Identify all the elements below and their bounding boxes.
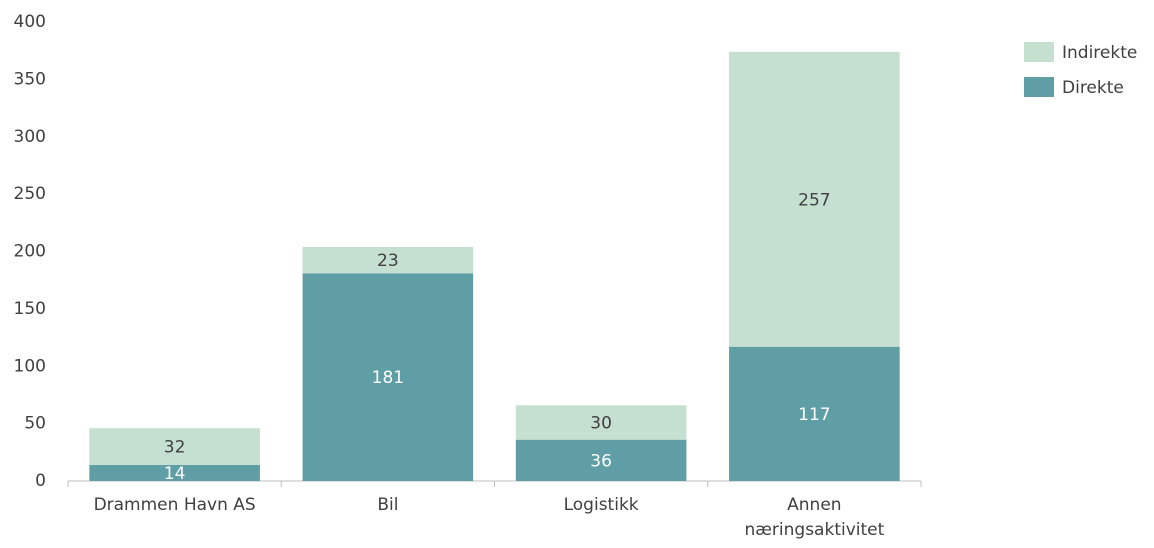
bar-segment bbox=[89, 428, 260, 465]
y-tick-label: 250 bbox=[14, 184, 46, 204]
y-tick-label: 350 bbox=[14, 69, 46, 89]
data-label: 32 bbox=[164, 438, 186, 458]
y-tick-label: 300 bbox=[14, 127, 46, 147]
bar-segment bbox=[729, 51, 900, 347]
y-tick-label: 50 bbox=[24, 414, 46, 434]
x-tick-label: Drammen Havn AS bbox=[93, 495, 256, 515]
data-label: 181 bbox=[372, 368, 404, 388]
data-label: 30 bbox=[590, 413, 612, 433]
bar-segment bbox=[302, 246, 474, 274]
y-tick-label: 400 bbox=[14, 12, 46, 32]
legend-swatch bbox=[1024, 42, 1054, 62]
data-label: 257 bbox=[798, 190, 830, 210]
x-tick-label: Bil bbox=[377, 495, 399, 515]
data-label: 36 bbox=[590, 451, 612, 471]
legend-label: Direkte bbox=[1062, 78, 1124, 98]
y-tick-label: 150 bbox=[14, 299, 46, 319]
x-tick-label: Logistikk bbox=[563, 495, 639, 515]
data-label: 117 bbox=[798, 405, 830, 425]
data-label: 23 bbox=[377, 251, 399, 271]
legend-label: Indirekte bbox=[1062, 43, 1137, 63]
bar-segment bbox=[729, 346, 900, 481]
legend-swatch bbox=[1024, 77, 1054, 97]
data-label: 14 bbox=[164, 464, 186, 484]
y-tick-label: 100 bbox=[14, 356, 46, 376]
y-tick-label: 0 bbox=[35, 471, 46, 491]
bar-segment bbox=[515, 405, 687, 440]
y-tick-label: 200 bbox=[14, 242, 46, 262]
x-tick-label: Annen næringsaktivitet bbox=[744, 495, 885, 540]
bar-segment bbox=[89, 464, 260, 481]
bar-segment bbox=[302, 273, 474, 481]
bar-segment bbox=[515, 439, 687, 481]
